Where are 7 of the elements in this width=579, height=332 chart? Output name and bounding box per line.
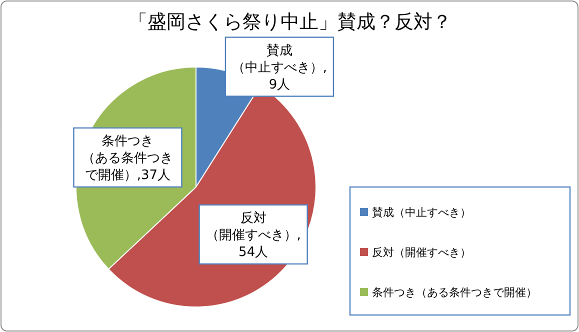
data-label: 賛成（中止すべき）,9人 <box>232 43 328 92</box>
data-label: 条件つき（ある条件つきで開催）,37人 <box>82 134 174 183</box>
legend-label: 賛成（中止すべき） <box>372 206 471 219</box>
legend-label: 条件つき（ある条件つきで開催） <box>372 286 537 299</box>
data-label: 反対（開催すべき）,54人 <box>206 210 301 260</box>
chart-title: 「盛岡さくら祭り中止」賛成？反対？ <box>128 11 452 33</box>
legend-label: 反対（開催すべき） <box>372 246 471 259</box>
